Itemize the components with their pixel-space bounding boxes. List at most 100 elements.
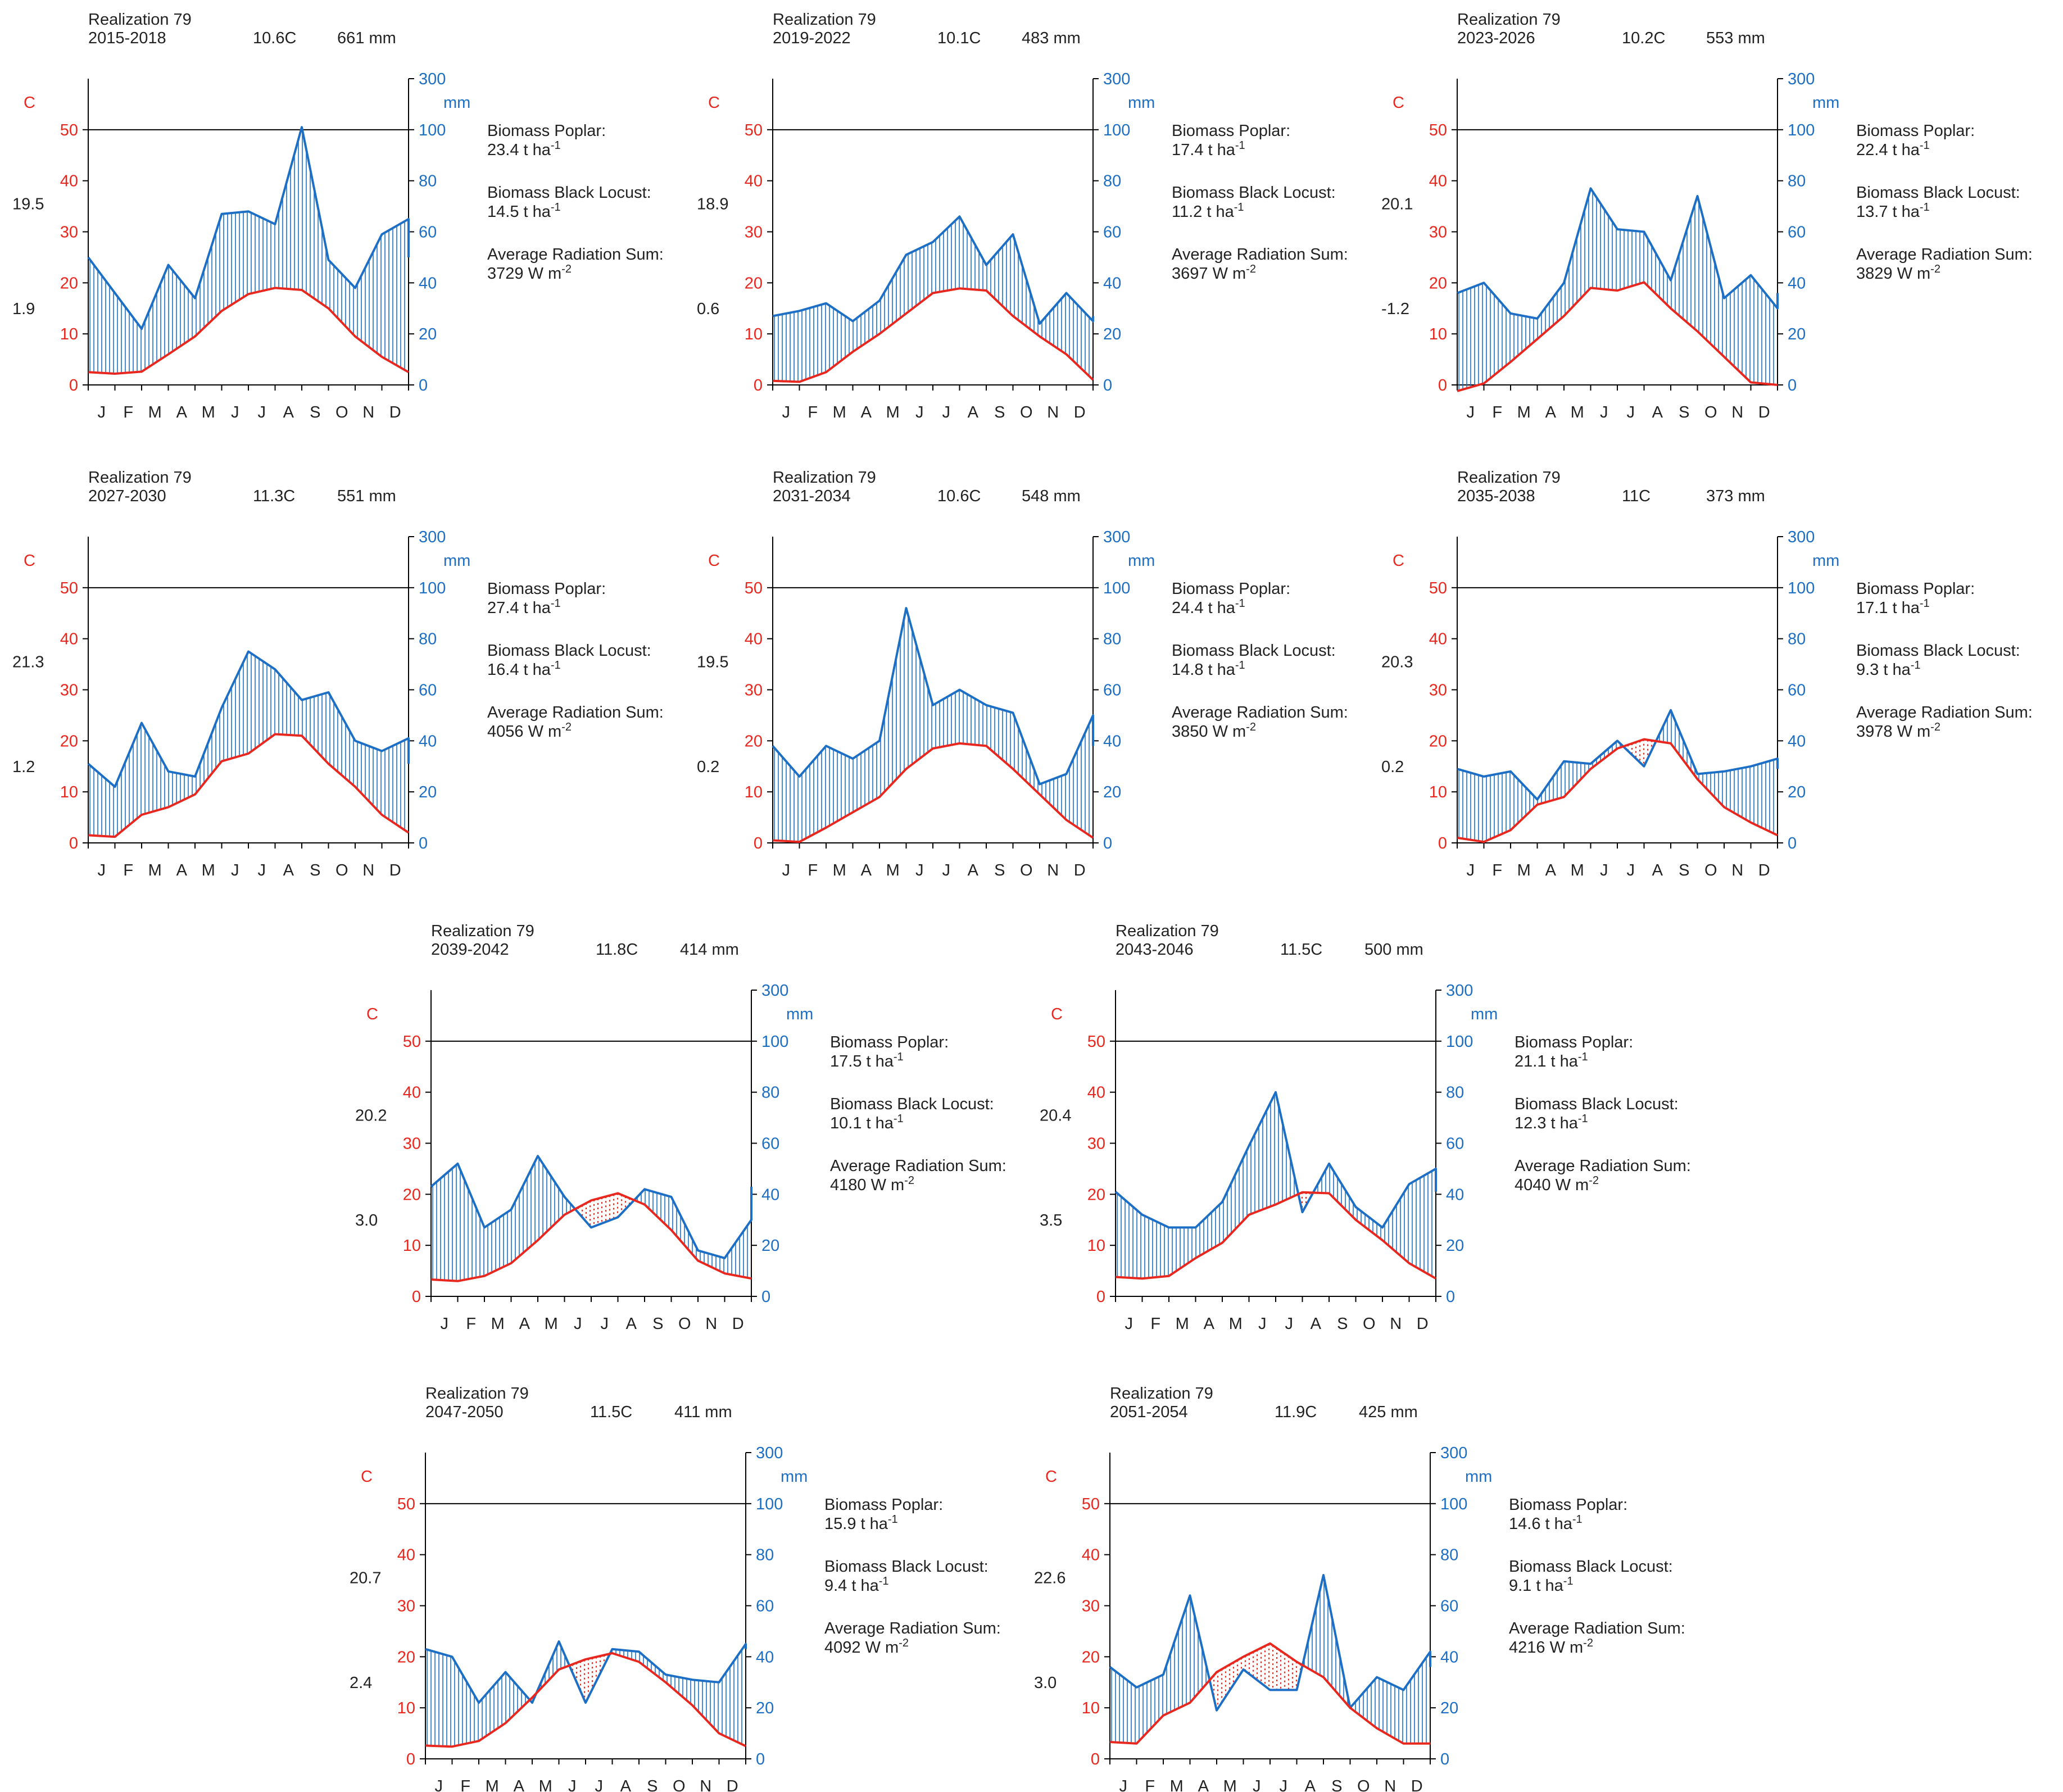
right-tick-label: 20 bbox=[1788, 325, 1806, 343]
month-label: J bbox=[231, 861, 239, 879]
biomass-black-locust-value: 14.8 t ha bbox=[1172, 661, 1236, 679]
right-tick-label: 300 bbox=[761, 982, 788, 1000]
month-label: D bbox=[389, 861, 401, 879]
biomass-black-locust: 9.3 t ha-1 bbox=[1856, 659, 1921, 679]
diagram-period: 2027-2030 bbox=[88, 487, 166, 505]
left-tick-label: 40 bbox=[1429, 630, 1447, 648]
month-label: D bbox=[1411, 1777, 1423, 1792]
month-label: A bbox=[283, 403, 294, 421]
diagram-title: Realization 79 bbox=[431, 922, 534, 940]
unit-mm-label: mm bbox=[1465, 1468, 1492, 1486]
right-tick-label: 100 bbox=[1788, 579, 1815, 597]
precipitation-line bbox=[430, 1155, 752, 1259]
month-label: N bbox=[1731, 403, 1743, 421]
month-label: N bbox=[1047, 861, 1059, 879]
month-label: J bbox=[441, 1315, 449, 1333]
left-tick-label: 0 bbox=[754, 834, 763, 852]
average-radiation-sum-value: 4056 W m bbox=[487, 723, 561, 741]
right-tick-label: 300 bbox=[419, 528, 446, 546]
left-tick-label: 30 bbox=[1429, 682, 1447, 700]
average-radiation-sum-label: Average Radiation Sum: bbox=[824, 1619, 1001, 1637]
biomass-poplar-exponent: -1 bbox=[1235, 597, 1245, 610]
month-label: A bbox=[283, 861, 294, 879]
diagram-period: 2043-2046 bbox=[1116, 941, 1194, 959]
mean-temperature: 11.8C bbox=[596, 941, 638, 959]
left-tick-label: 10 bbox=[745, 783, 763, 801]
month-label: O bbox=[678, 1315, 691, 1333]
month-label: A bbox=[861, 403, 872, 421]
biomass-poplar-exponent: -1 bbox=[1572, 1513, 1583, 1526]
right-tick-label: 0 bbox=[761, 1288, 770, 1306]
month-label: J bbox=[1285, 1315, 1294, 1333]
precipitation-line bbox=[87, 650, 410, 788]
annual-precipitation: 553 mm bbox=[1706, 29, 1765, 47]
month-label: S bbox=[1679, 403, 1689, 421]
month-label: M bbox=[886, 861, 900, 879]
annual-precipitation: 483 mm bbox=[1022, 29, 1081, 47]
right-tick-label: 60 bbox=[756, 1598, 774, 1616]
average-radiation-sum: 4092 W m-2 bbox=[824, 1637, 909, 1657]
biomass-black-locust-exponent: -1 bbox=[551, 659, 561, 672]
precipitation-line bbox=[772, 607, 1094, 786]
month-label: O bbox=[1363, 1315, 1376, 1333]
month-label: O bbox=[1020, 861, 1033, 879]
average-radiation-sum-label: Average Radiation Sum: bbox=[830, 1157, 1006, 1175]
month-label: O bbox=[1357, 1777, 1370, 1792]
biomass-black-locust-label: Biomass Black Locust: bbox=[1172, 642, 1336, 660]
month-label: O bbox=[335, 861, 348, 879]
left-tick-label: 0 bbox=[754, 376, 763, 394]
average-radiation-sum-value: 4040 W m bbox=[1515, 1176, 1589, 1194]
left-tick-label: 10 bbox=[1087, 1237, 1105, 1255]
left-tick-label: 50 bbox=[397, 1495, 415, 1513]
annual-precipitation: 661 mm bbox=[337, 29, 396, 47]
month-label: F bbox=[1150, 1315, 1160, 1333]
average-radiation-sum: 3850 W m-2 bbox=[1172, 721, 1256, 741]
unit-mm-label: mm bbox=[1812, 94, 1839, 112]
right-tick-label: 300 bbox=[1788, 70, 1815, 88]
average-radiation-sum: 3978 W m-2 bbox=[1856, 721, 1940, 741]
left-tick-label: 40 bbox=[1429, 173, 1447, 190]
average-radiation-sum-value: 3829 W m bbox=[1856, 265, 1930, 283]
month-label: J bbox=[1280, 1777, 1288, 1792]
left-tick-label: 40 bbox=[745, 630, 763, 648]
biomass-poplar: 17.5 t ha-1 bbox=[830, 1051, 904, 1070]
month-label: J bbox=[258, 403, 266, 421]
diagram-title: Realization 79 bbox=[773, 11, 876, 29]
biomass-poplar-value: 17.5 t ha bbox=[830, 1052, 894, 1070]
diagram-title: Realization 79 bbox=[1457, 469, 1561, 487]
mean-temperature: 11.5C bbox=[1280, 941, 1322, 959]
average-radiation-sum-exponent: -2 bbox=[1583, 1637, 1593, 1649]
right-tick-label: 0 bbox=[756, 1750, 765, 1768]
left-tick-label: 40 bbox=[397, 1546, 415, 1564]
mean-temperature: 11.3C bbox=[253, 487, 295, 505]
left-tick-label: 50 bbox=[1429, 121, 1447, 139]
unit-c-label: C bbox=[361, 1468, 373, 1486]
biomass-poplar-exponent: -1 bbox=[1920, 139, 1930, 152]
left-tick-label: 0 bbox=[412, 1288, 421, 1306]
month-label: F bbox=[808, 403, 818, 421]
average-radiation-sum-exponent: -2 bbox=[1246, 721, 1256, 733]
biomass-poplar: 24.4 t ha-1 bbox=[1172, 597, 1245, 617]
month-label: N bbox=[1390, 1315, 1402, 1333]
month-label: F bbox=[466, 1315, 476, 1333]
biomass-black-locust-value: 12.3 t ha bbox=[1515, 1114, 1579, 1132]
temperature-line bbox=[88, 287, 409, 375]
left-tick-label: 30 bbox=[60, 682, 78, 700]
month-label: O bbox=[1704, 861, 1717, 879]
average-radiation-sum: 4040 W m-2 bbox=[1515, 1174, 1599, 1194]
left-tick-label: 10 bbox=[745, 325, 763, 343]
average-radiation-sum-label: Average Radiation Sum: bbox=[1172, 704, 1348, 722]
biomass-poplar: 23.4 t ha-1 bbox=[487, 139, 561, 159]
month-label: S bbox=[647, 1777, 658, 1792]
right-tick-label: 40 bbox=[419, 274, 437, 292]
month-label: A bbox=[1311, 1315, 1322, 1333]
annual-precipitation: 411 mm bbox=[674, 1403, 732, 1421]
month-label: J bbox=[568, 1777, 577, 1792]
diagram-title: Realization 79 bbox=[88, 11, 192, 29]
right-tick-label: 60 bbox=[1440, 1598, 1458, 1616]
month-label: J bbox=[915, 403, 924, 421]
min-temperature-label: 0.6 bbox=[697, 300, 719, 318]
biomass-poplar: 17.1 t ha-1 bbox=[1856, 597, 1930, 617]
diagram-period: 2039-2042 bbox=[431, 941, 509, 959]
